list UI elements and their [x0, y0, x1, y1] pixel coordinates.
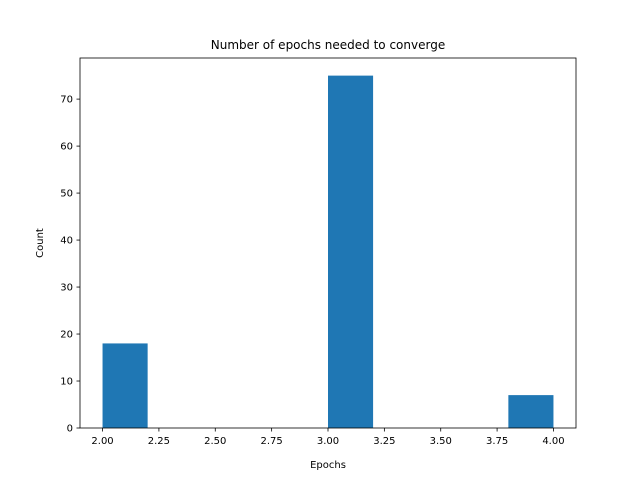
y-tick-label: 0: [67, 424, 73, 435]
y-tick-label: 40: [60, 236, 73, 247]
x-axis-label: Epochs: [310, 460, 346, 471]
y-tick-label: 20: [60, 330, 73, 341]
x-tick-label: 2.00: [91, 436, 113, 447]
y-tick-label: 30: [60, 283, 73, 294]
x-tick-label: 3.25: [373, 436, 395, 447]
y-axis-ticks: 0 10 20 30 40 50 60 70: [60, 95, 80, 435]
histogram-bar: [508, 395, 554, 428]
x-tick-label: 4.00: [542, 436, 564, 447]
y-axis-label: Count: [35, 228, 46, 258]
y-tick-label: 10: [60, 377, 73, 388]
plot-frame: [79, 57, 577, 429]
x-axis-ticks: 2.00 2.25 2.50 2.75 3.00 3.25 3.50 3.75 4.00: [91, 428, 565, 447]
bars-group: [102, 75, 554, 428]
x-tick-label: 2.50: [204, 436, 226, 447]
x-tick-label: 2.25: [148, 436, 170, 447]
x-tick-label: 3.50: [430, 436, 452, 447]
histogram-bar: [328, 75, 374, 428]
x-tick-label: 3.00: [317, 436, 339, 447]
x-tick-label: 3.75: [486, 436, 508, 447]
histogram-bar: [102, 343, 148, 428]
y-tick-label: 60: [60, 142, 73, 153]
y-tick-label: 50: [60, 189, 73, 200]
y-tick-label: 70: [60, 95, 73, 106]
chart-title: Number of epochs needed to converge: [211, 38, 445, 52]
x-tick-label: 2.75: [261, 436, 283, 447]
